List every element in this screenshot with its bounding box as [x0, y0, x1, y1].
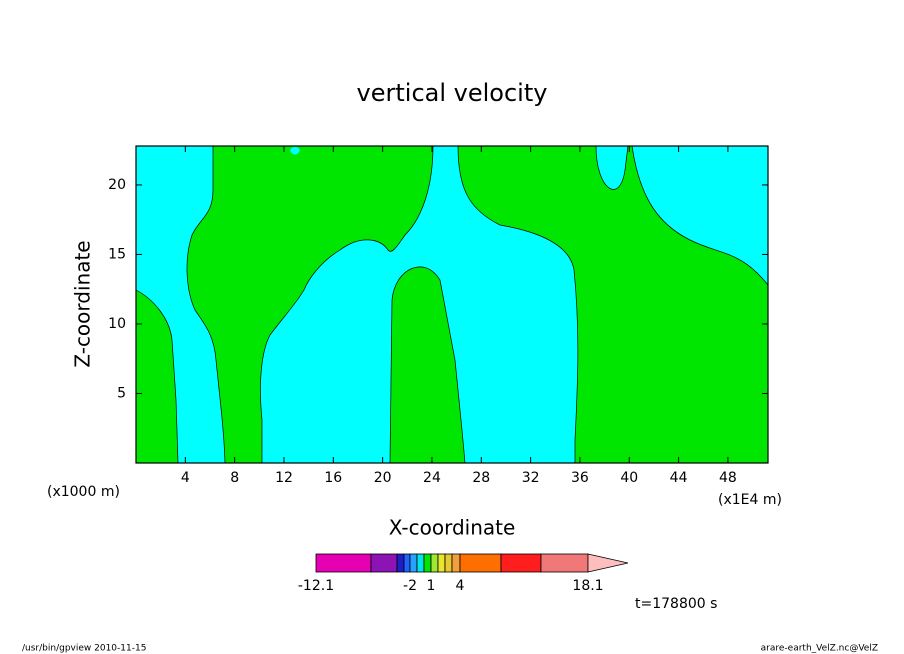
x-tick-label: 4	[181, 470, 190, 486]
y-tick-label: 5	[117, 385, 126, 401]
y-tick-label: 15	[108, 246, 126, 262]
x-tick-label: 48	[719, 470, 737, 486]
x-axis-label: X-coordinate	[389, 516, 516, 540]
x-tick-label: 8	[230, 470, 239, 486]
x-tick-label: 40	[620, 470, 638, 486]
plot-frame	[135, 145, 769, 464]
colorbar-label: -2	[403, 578, 417, 594]
colorbar-label: 18.1	[572, 578, 603, 594]
colorbar-arrow	[587, 553, 629, 573]
x-tick-label: 28	[472, 470, 490, 486]
x-unit-right: (x1E4 m)	[718, 492, 782, 508]
x-tick-label: 12	[275, 470, 293, 486]
x-tick-label: 32	[522, 470, 540, 486]
colorbar-segment	[430, 553, 439, 573]
colorbar-label: 1	[427, 578, 436, 594]
x-unit-left: (x1000 m)	[47, 484, 120, 500]
y-tick-label: 10	[108, 316, 126, 332]
colorbar-segment	[416, 553, 425, 573]
colorbar-label: -12.1	[298, 578, 334, 594]
x-tick-label: 24	[423, 470, 441, 486]
colorbar-segment	[540, 553, 589, 573]
x-tick-label: 20	[374, 470, 392, 486]
colorbar-segment	[423, 553, 432, 573]
contour-plot	[135, 145, 769, 464]
footer-left: /usr/bin/gpview 2010-11-15	[22, 644, 146, 654]
x-tick-label: 16	[324, 470, 342, 486]
colorbar-segment	[370, 553, 398, 573]
contour-fill-high	[135, 145, 769, 464]
colorbar: -12.1 -2 1 4 18.1	[298, 553, 629, 594]
colorbar-segment	[459, 553, 502, 573]
contour-notch	[290, 147, 300, 155]
colorbar-segment	[451, 553, 461, 573]
y-axis-label: Z-coordinate	[71, 240, 95, 367]
y-tick-label: 20	[108, 177, 126, 193]
colorbar-segment	[315, 553, 372, 573]
colorbar-segment	[396, 553, 405, 573]
colorbar-segment	[437, 553, 446, 573]
x-tick-label: 44	[670, 470, 688, 486]
colorbar-segment	[444, 553, 453, 573]
x-tick-label: 36	[571, 470, 589, 486]
colorbar-segment	[403, 553, 411, 573]
chart-title: vertical velocity	[357, 79, 548, 107]
colorbar-segment	[500, 553, 542, 573]
colorbar-label: 4	[456, 578, 465, 594]
colorbar-segment	[409, 553, 418, 573]
footer-right: arare-earth_VelZ.nc@VelZ	[761, 644, 878, 654]
time-label: t=178800 s	[635, 596, 717, 612]
